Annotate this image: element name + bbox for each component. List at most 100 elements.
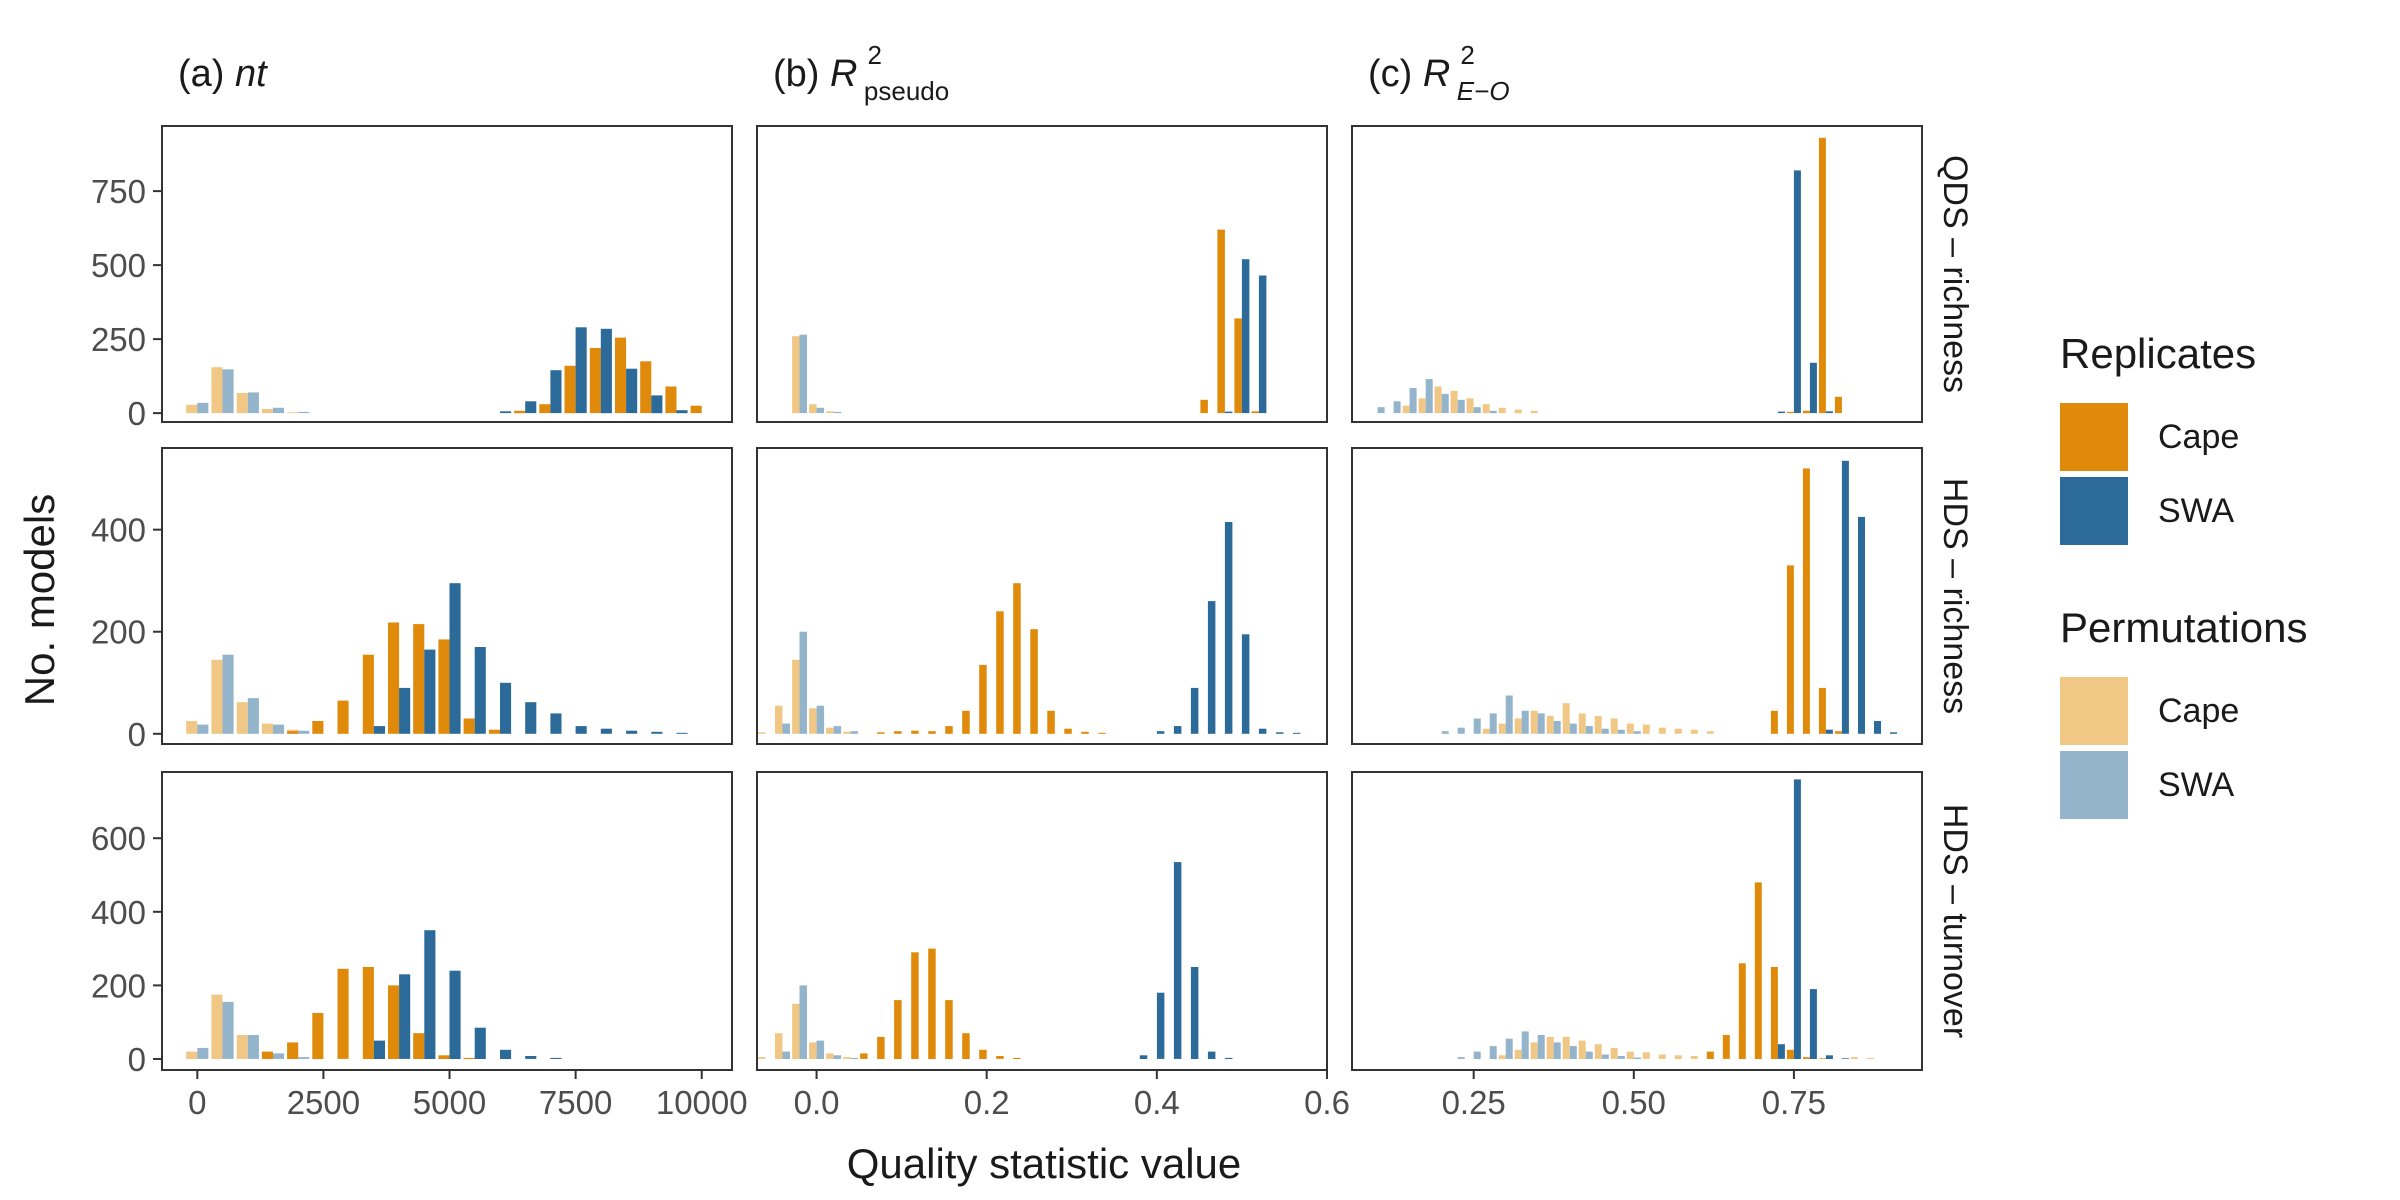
- bar-replicates-cape: [1818, 1058, 1826, 1059]
- bar-replicates-swa: [550, 713, 562, 734]
- bar-replicates-swa: [1207, 1051, 1216, 1059]
- bar-permutations-cape: [1498, 407, 1506, 414]
- panel-r2-c1: 0.0 0.2 0.4 0.6: [756, 771, 1350, 1121]
- legend-title-permutations: Permutations: [2060, 604, 2308, 651]
- bar-replicates-cape: [463, 1057, 475, 1059]
- bar-permutations-cape: [1498, 723, 1506, 734]
- bar-permutations-swa: [222, 369, 234, 414]
- bar-replicates-cape: [877, 1036, 885, 1059]
- y-tick-label: 200: [91, 967, 146, 1004]
- bar-replicates-swa: [1777, 1044, 1785, 1059]
- x-tick-label: 0: [188, 1084, 206, 1121]
- bar-replicates-cape: [1770, 967, 1778, 1059]
- bar-permutations-cape: [1594, 1044, 1602, 1059]
- column-label: (b): [773, 53, 830, 95]
- bar-replicates-cape: [1818, 137, 1826, 414]
- panel-r0-c2: [1351, 125, 1923, 423]
- row-strip-label: QDS – richness: [1936, 155, 1974, 393]
- panel-r2-c2: 0.25 0.50 0.75: [1351, 771, 1923, 1121]
- x-tick-label: 0.50: [1602, 1084, 1666, 1121]
- bar-permutations-cape: [1514, 1049, 1522, 1059]
- bar-permutations-swa: [1617, 729, 1625, 734]
- bar-replicates-swa: [1173, 862, 1182, 1059]
- bar-replicates-cape: [413, 1033, 425, 1059]
- bar-replicates-cape: [1722, 1035, 1730, 1059]
- bar-permutations-cape: [1690, 1056, 1698, 1059]
- bar-replicates-swa: [1173, 726, 1182, 734]
- bar-replicates-cape: [362, 654, 374, 734]
- panel-background: [1352, 448, 1922, 744]
- bar-replicates-cape: [1834, 396, 1842, 414]
- bar-permutations-swa: [247, 1035, 259, 1059]
- bar-replicates-swa: [1825, 411, 1833, 414]
- bar-replicates-swa: [600, 728, 612, 734]
- bar-replicates-cape: [1786, 1049, 1794, 1059]
- y-tick-label: 0: [128, 716, 146, 753]
- legend-swatch-replicates-swa: [2060, 477, 2128, 545]
- bar-replicates-swa: [1241, 634, 1250, 734]
- bar-permutations-cape: [1466, 398, 1474, 414]
- legend-title-replicates: Replicates: [2060, 330, 2257, 377]
- bar-permutations-swa: [1617, 1056, 1625, 1059]
- y-tick-label: 200: [91, 614, 146, 651]
- column-stat: nt: [235, 53, 268, 95]
- bar-replicates-swa: [1224, 1057, 1233, 1059]
- bar-permutations-swa: [1457, 399, 1465, 414]
- bar-permutations-cape: [1674, 1055, 1682, 1059]
- bar-permutations-cape: [236, 1035, 248, 1059]
- bar-permutations-cape: [1690, 729, 1698, 734]
- bar-permutations-cape: [792, 659, 800, 734]
- bar-replicates-swa: [449, 970, 461, 1059]
- y-axis-title: No. models: [16, 494, 63, 706]
- bar-permutations-cape: [809, 404, 817, 414]
- legend: Replicates Cape SWA Permutations Cape SW…: [2060, 330, 2380, 878]
- bar-replicates-cape: [1786, 411, 1794, 414]
- bar-replicates-cape: [514, 410, 526, 414]
- bar-replicates-swa: [1156, 731, 1165, 734]
- panel-border: [1351, 447, 1923, 745]
- legend-item-permutations-swa: SWA: [2060, 748, 2380, 822]
- bar-replicates-cape: [388, 985, 400, 1059]
- bar-permutations-swa: [1585, 1051, 1593, 1059]
- panel-r0-c1: [756, 125, 1328, 423]
- bar-permutations-swa: [816, 1040, 825, 1059]
- column-title-1: (b) R 2 pseudo: [773, 40, 949, 106]
- bar-permutations-cape: [843, 731, 851, 734]
- bar-permutations-swa: [1489, 1046, 1497, 1059]
- bar-replicates-swa: [424, 649, 436, 734]
- bar-replicates-cape: [877, 732, 885, 734]
- bar-permutations-swa: [197, 1047, 209, 1059]
- bar-replicates-cape: [1013, 1057, 1021, 1059]
- bar-replicates-cape: [438, 639, 450, 734]
- bar-replicates-cape: [1802, 1057, 1810, 1059]
- panel-border: [756, 771, 1328, 1071]
- bar-permutations-swa: [1457, 727, 1465, 734]
- bar-permutations-swa: [1521, 1031, 1529, 1059]
- legend-item-permutations-cape: Cape: [2060, 674, 2380, 748]
- bar-replicates-cape: [979, 1049, 987, 1059]
- bar-replicates-swa: [525, 1056, 537, 1059]
- bar-replicates-swa: [1207, 601, 1216, 734]
- bar-replicates-swa: [474, 1027, 486, 1059]
- bar-permutations-swa: [1633, 731, 1641, 734]
- bar-replicates-swa: [1825, 729, 1833, 734]
- legend-swatch-replicates-cape: [2060, 403, 2128, 471]
- bar-replicates-swa: [676, 410, 688, 414]
- bar-permutations-swa: [850, 731, 859, 734]
- bar-permutations-cape: [1674, 728, 1682, 734]
- bar-permutations-cape: [1850, 1057, 1858, 1059]
- bar-permutations-swa: [1505, 1038, 1513, 1059]
- column-title-0: (a) nt: [178, 53, 268, 95]
- legend-permutations: Permutations Cape SWA: [2060, 604, 2380, 822]
- bar-replicates-cape: [928, 948, 936, 1059]
- bar-replicates-swa: [1890, 732, 1897, 734]
- bar-permutations-cape: [758, 732, 766, 734]
- column-stat: R: [1423, 53, 1450, 95]
- bar-replicates-cape: [438, 1055, 450, 1059]
- bar-replicates-swa: [1190, 967, 1199, 1059]
- bar-replicates-cape: [1013, 583, 1021, 734]
- bar-permutations-swa: [1489, 410, 1497, 414]
- bar-permutations-cape: [261, 723, 273, 734]
- bar-permutations-cape: [1642, 724, 1650, 734]
- bar-replicates-cape: [1706, 1051, 1714, 1059]
